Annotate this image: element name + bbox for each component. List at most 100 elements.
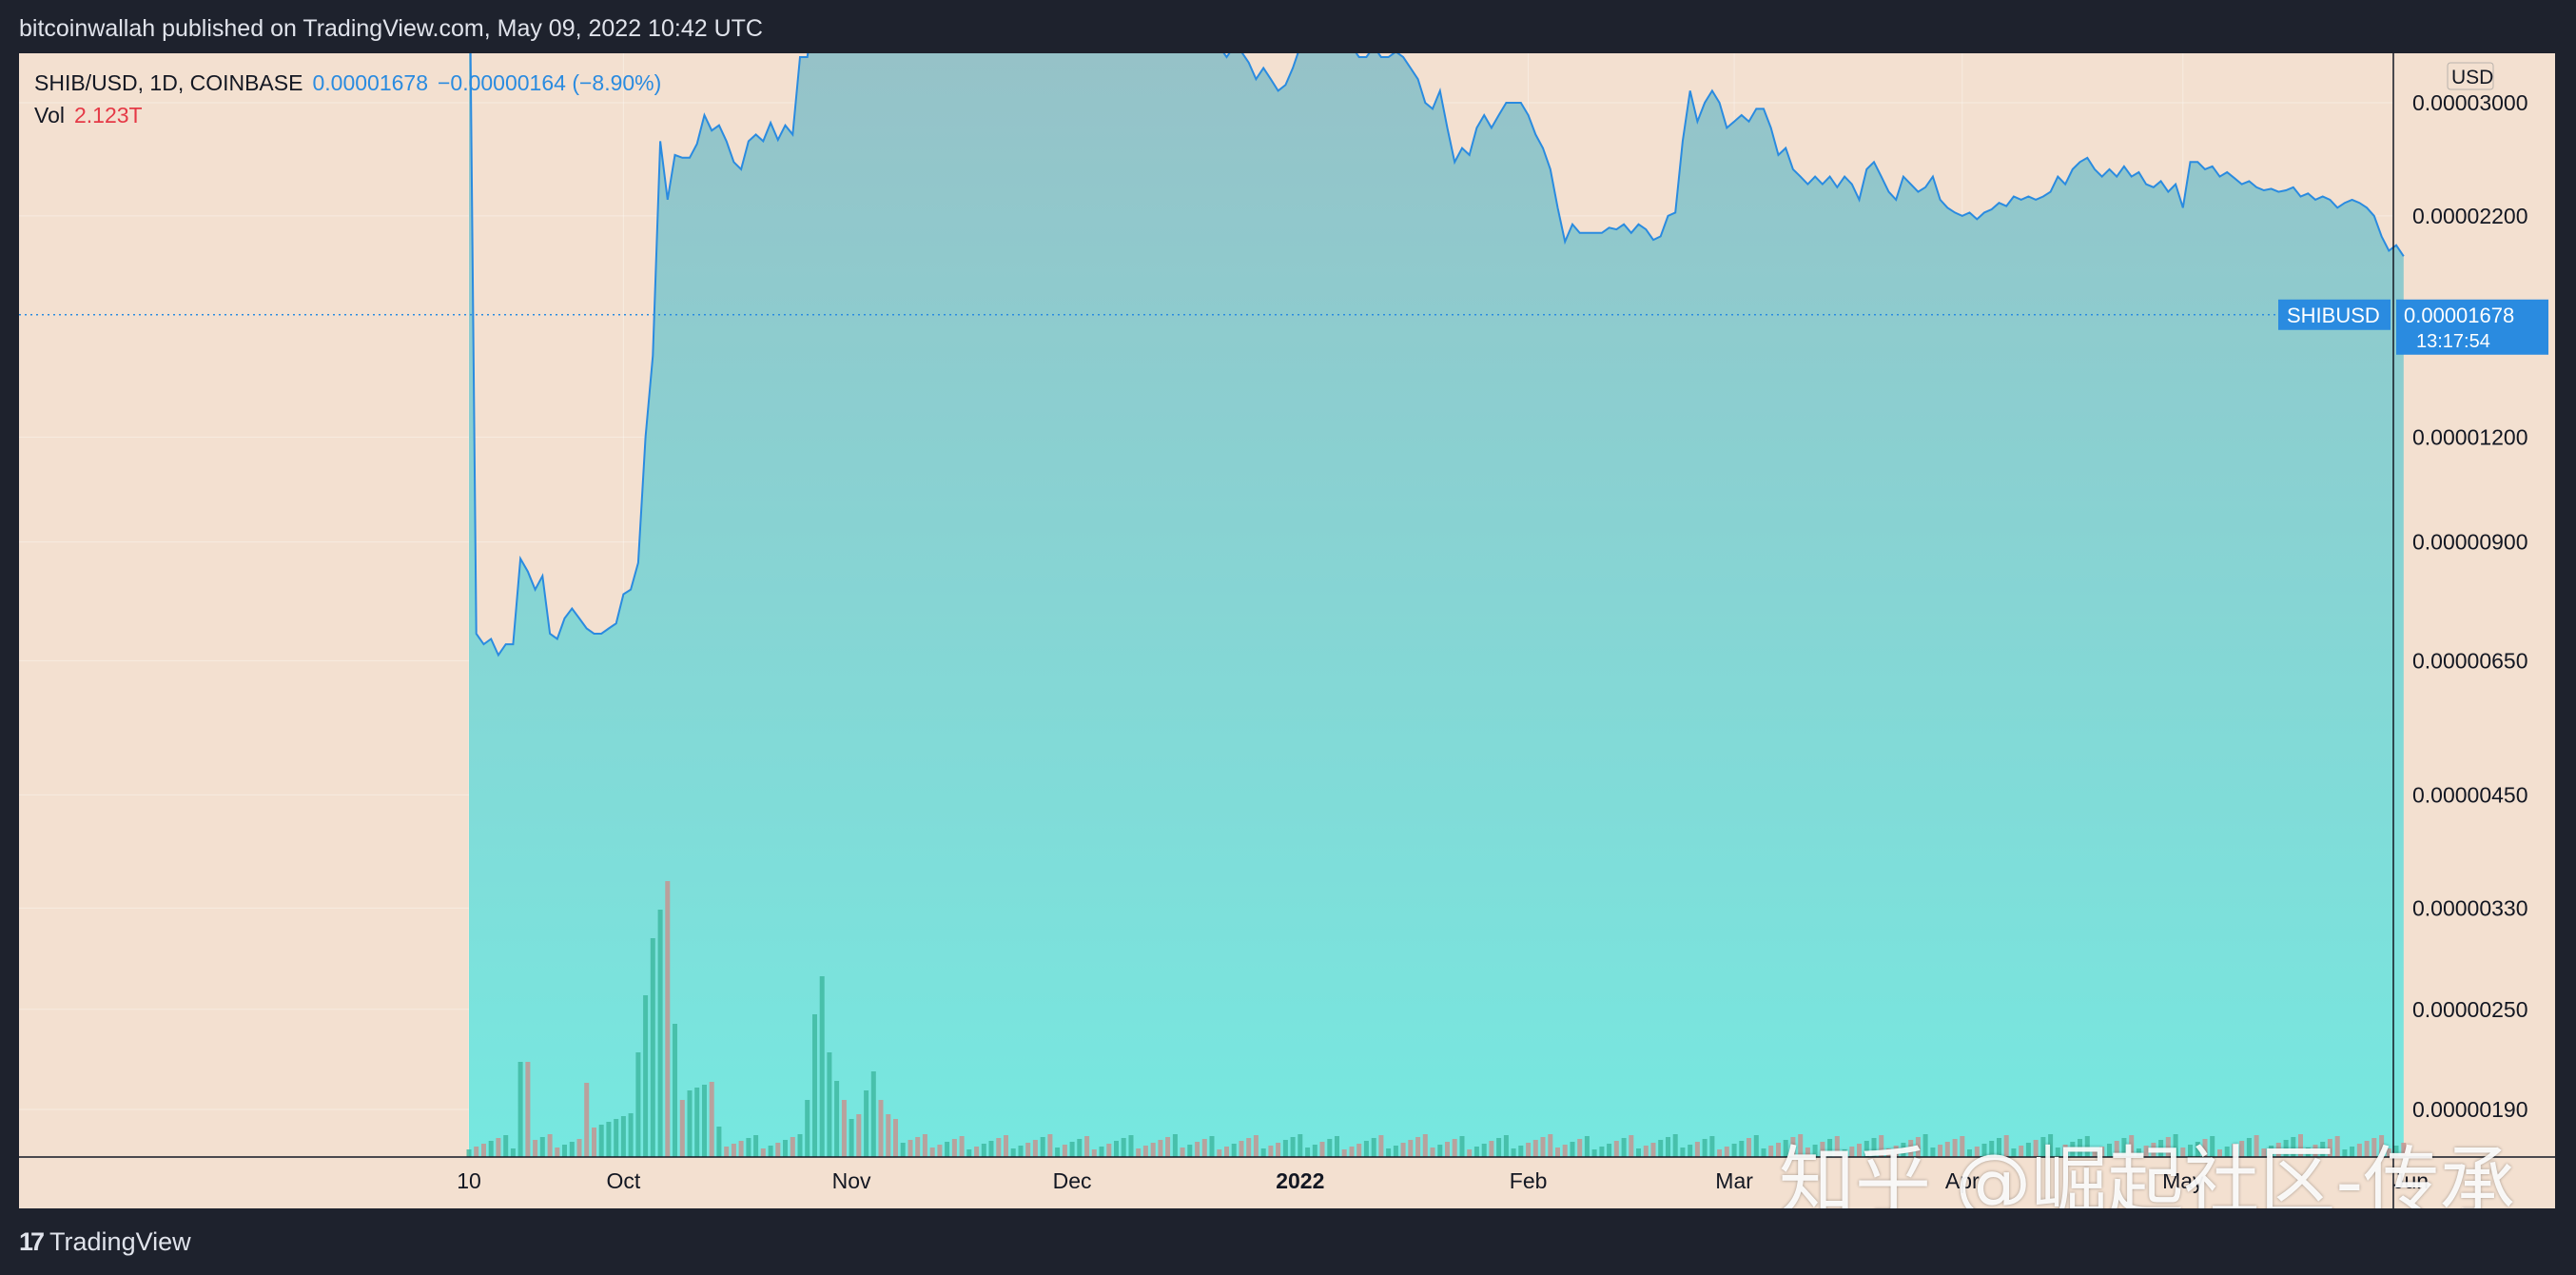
volume-bar <box>1114 1141 1119 1157</box>
volume-bar <box>1974 1147 1980 1157</box>
volume-bar <box>2188 1145 2193 1157</box>
volume-bar <box>2084 1136 2090 1157</box>
tradingview-logo[interactable]: 17 TradingView <box>19 1227 191 1257</box>
volume-bar <box>1158 1140 1163 1157</box>
volume-bar <box>1621 1138 1627 1157</box>
volume-bar <box>2269 1146 2274 1157</box>
volume-bar <box>1084 1136 1090 1157</box>
volume-bar <box>679 1100 685 1157</box>
volume-bar <box>2129 1135 2135 1157</box>
volume-bar <box>2305 1148 2311 1157</box>
volume-bar <box>1871 1138 1877 1157</box>
volume-bar <box>2099 1147 2105 1157</box>
y-tick-label-14: 0.00000250 <box>2412 997 2528 1022</box>
volume-bar <box>525 1062 531 1157</box>
volume-bar <box>1944 1142 1950 1157</box>
volume-bar <box>643 995 649 1157</box>
volume-bar <box>2254 1135 2259 1157</box>
price-tag-value: 0.00001678 <box>2404 304 2514 327</box>
volume-bar <box>783 1140 788 1157</box>
legend-symbol: SHIB/USD, 1D, COINBASE <box>34 70 303 95</box>
volume-bar <box>1658 1140 1664 1157</box>
volume-bar <box>517 1062 523 1157</box>
volume-bar <box>2283 1140 2289 1157</box>
volume-bar <box>2393 1146 2399 1157</box>
volume-bar <box>834 1081 840 1157</box>
volume-bar <box>2136 1148 2141 1157</box>
volume-bar <box>1798 1134 1804 1157</box>
volume-bar <box>2298 1134 2303 1157</box>
volume-bar <box>1437 1145 1443 1157</box>
volume-bar <box>922 1134 927 1157</box>
volume-bar <box>1445 1142 1450 1157</box>
volume-bar <box>1739 1141 1745 1157</box>
volume-bar <box>2019 1146 2024 1157</box>
volume-bar <box>2401 1143 2407 1157</box>
volume-bar <box>1967 1149 1972 1157</box>
volume-bar <box>790 1137 795 1157</box>
volume-bar <box>2158 1140 2164 1157</box>
volume-bar <box>1805 1148 1810 1157</box>
volume-bar <box>702 1085 707 1157</box>
volume-bar <box>2386 1148 2391 1157</box>
volume-bar <box>1386 1148 1392 1157</box>
volume-bar <box>1886 1148 1891 1157</box>
symbol-tag: SHIBUSD <box>2287 304 2380 327</box>
symbol-tag-bg <box>2278 299 2391 330</box>
volume-bar <box>1224 1147 1229 1157</box>
y-tick-label-11: 0.00000650 <box>2412 648 2528 673</box>
volume-bar <box>1349 1147 1355 1157</box>
volume-bar <box>738 1141 744 1157</box>
volume-bar <box>2371 1138 2377 1157</box>
volume-bar <box>1077 1139 1083 1157</box>
volume-bar <box>1106 1144 1112 1157</box>
volume-bar <box>1901 1143 1906 1157</box>
volume-bar <box>2350 1147 2355 1157</box>
volume-bar <box>569 1142 575 1157</box>
volume-bar <box>1532 1140 1538 1157</box>
volume-bar <box>694 1088 700 1157</box>
volume-bar <box>724 1147 730 1157</box>
volume-bar <box>1613 1141 1619 1157</box>
volume-bar <box>768 1146 773 1157</box>
volume-bar <box>1467 1149 1473 1157</box>
chart-frame[interactable]: 0.000340000.000260000.000180000.00013000… <box>19 53 2555 1208</box>
volume-bar <box>1231 1144 1237 1157</box>
price-area <box>469 53 2404 1157</box>
volume-bar <box>466 1149 472 1157</box>
volume-bar <box>1217 1149 1222 1157</box>
volume-bar <box>974 1147 980 1157</box>
volume-bar <box>731 1144 736 1157</box>
volume-bar <box>937 1145 943 1157</box>
volume-bar <box>1201 1139 1207 1157</box>
volume-bar <box>1422 1134 1428 1157</box>
volume-bar <box>1371 1138 1376 1157</box>
volume-bar <box>576 1139 582 1157</box>
price-chart[interactable]: 0.000340000.000260000.000180000.00013000… <box>19 53 2555 1208</box>
volume-bar <box>1776 1143 1781 1157</box>
volume-bar <box>1997 1138 2001 1157</box>
volume-bar <box>1290 1137 1296 1157</box>
volume-bar <box>2070 1142 2076 1157</box>
volume-bar <box>1282 1140 1288 1157</box>
volume-bar <box>1142 1146 1148 1157</box>
volume-bar <box>1864 1141 1869 1157</box>
volume-bar <box>1503 1135 1509 1157</box>
brand-name: TradingView <box>49 1227 191 1256</box>
volume-bar <box>1849 1147 1855 1157</box>
volume-bar <box>1025 1143 1031 1157</box>
volume-bar <box>1827 1139 1833 1157</box>
chart-legend: SHIB/USD, 1D, COINBASE 0.00001678 −0.00000… <box>34 67 661 131</box>
volume-bar <box>1915 1137 1921 1157</box>
price-tag-bg <box>2396 299 2548 355</box>
volume-bar <box>606 1122 612 1157</box>
volume-bar <box>1319 1142 1325 1157</box>
volume-bar <box>812 1014 817 1157</box>
volume-bar <box>1187 1145 1193 1157</box>
volume-bar <box>945 1142 950 1157</box>
volume-bar <box>539 1137 545 1157</box>
volume-bar <box>673 1024 677 1157</box>
volume-bar <box>915 1137 921 1157</box>
price-tag: SHIBUSD 0.00001678 13:17:54 <box>2278 299 2548 355</box>
volume-bar <box>1473 1147 1479 1157</box>
